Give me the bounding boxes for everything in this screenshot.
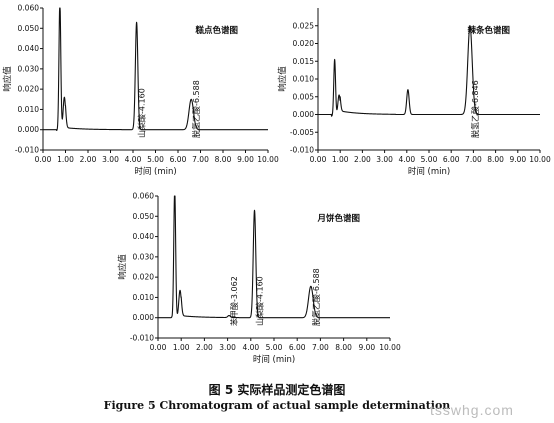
y-tick-label: -0.010 bbox=[130, 334, 154, 343]
x-tick-label: 1.00 bbox=[57, 155, 74, 164]
y-tick-label: 0.060 bbox=[133, 192, 155, 201]
chromatogram-trace bbox=[157, 195, 391, 319]
x-tick-label: 2.00 bbox=[80, 155, 97, 164]
x-tick-label: 7.00 bbox=[465, 155, 482, 164]
x-tick-label: 10.00 bbox=[529, 155, 551, 164]
peak-annotation: 山梨酸-4.160 bbox=[255, 276, 265, 326]
x-tick-label: 3.00 bbox=[219, 343, 236, 352]
chart-panel-3: 0.00 1.00 2.00 3.00 4.00 5.00 6.00 7.00 8.00 9.00… bbox=[117, 192, 401, 366]
y-tick-label: 0.030 bbox=[18, 64, 40, 73]
x-tick-label: 9.00 bbox=[509, 155, 526, 164]
y-axis-label: 响应值 bbox=[117, 254, 128, 280]
x-tick-label: 5.00 bbox=[421, 155, 438, 164]
x-tick-label: 8.00 bbox=[487, 155, 504, 164]
chromatogram-trace bbox=[42, 7, 269, 132]
chart-title: 糕点色谱图 bbox=[194, 25, 238, 36]
x-tick-label: 0.00 bbox=[35, 155, 52, 164]
y-tick-label: 0.060 bbox=[18, 4, 40, 13]
y-tick-label: 0.015 bbox=[293, 57, 315, 66]
peak-annotation: 脱氢乙酸-6.588 bbox=[311, 268, 321, 326]
peak-annotation: 脱氢乙酸-6.846 bbox=[470, 80, 480, 138]
figure-caption-chinese: 图 5 实际样品测定色谱图 bbox=[208, 383, 346, 397]
y-tick-label: 0.020 bbox=[133, 273, 155, 282]
x-tick-label: 6.00 bbox=[443, 155, 460, 164]
x-tick-label: 9.00 bbox=[358, 343, 375, 352]
x-tick-label: 2.00 bbox=[354, 155, 371, 164]
peak-annotation: 苯甲酸-3.062 bbox=[229, 276, 239, 326]
x-tick-label: 7.00 bbox=[192, 155, 209, 164]
x-tick-label: 9.00 bbox=[237, 155, 254, 164]
chart-panel-1: 0.00 1.00 2.00 3.00 4.00 5.00 6.00 7.00 8.00 9.00… bbox=[2, 4, 279, 178]
y-tick-label: 0.000 bbox=[18, 125, 40, 134]
x-tick-label: 10.00 bbox=[257, 155, 279, 164]
x-tick-label: 4.00 bbox=[242, 343, 259, 352]
x-tick-label: 6.00 bbox=[289, 343, 306, 352]
chart-title: 月饼色谱图 bbox=[316, 213, 360, 224]
x-tick-label: 8.00 bbox=[335, 343, 352, 352]
y-tick-label: 0.040 bbox=[133, 232, 155, 241]
chart-title: 辣条色谱图 bbox=[467, 25, 510, 36]
chromatogram-figure: 0.00 1.00 2.00 3.00 4.00 5.00 6.00 7.00 8.00 9.00… bbox=[2, 4, 551, 366]
watermark-text: tsswhg.com bbox=[430, 402, 514, 418]
peak-annotation: 脱氢乙酸-6.588 bbox=[191, 80, 201, 138]
y-tick-label: -0.010 bbox=[15, 146, 39, 155]
y-tick-label: 0.010 bbox=[133, 293, 155, 302]
x-tick-label: 5.00 bbox=[266, 343, 283, 352]
x-axis-label: 时间 (min) bbox=[408, 166, 450, 177]
x-tick-label: 2.00 bbox=[196, 343, 213, 352]
y-tick-label: 0.000 bbox=[133, 313, 155, 322]
x-tick-label: 0.00 bbox=[150, 343, 167, 352]
x-tick-label: 4.00 bbox=[125, 155, 142, 164]
x-tick-label: 3.00 bbox=[102, 155, 119, 164]
chromatogram-trace bbox=[317, 25, 541, 117]
y-tick-label: 0.020 bbox=[293, 39, 315, 48]
peak-annotation: 山梨酸-4.160 bbox=[137, 88, 147, 138]
x-tick-label: 0.00 bbox=[310, 155, 327, 164]
figure-caption-english: Figure 5 Chromatogram of actual sample d… bbox=[103, 399, 451, 412]
x-tick-label: 7.00 bbox=[312, 343, 329, 352]
y-axis-label: 响应值 bbox=[277, 66, 288, 92]
x-tick-label: 1.00 bbox=[173, 343, 190, 352]
x-tick-label: 1.00 bbox=[332, 155, 349, 164]
x-axis-label: 时间 (min) bbox=[253, 354, 295, 365]
x-tick-label: 10.00 bbox=[379, 343, 401, 352]
x-tick-label: 6.00 bbox=[170, 155, 187, 164]
y-tick-label: 0.000 bbox=[293, 110, 315, 119]
y-tick-label: 0.050 bbox=[18, 24, 40, 33]
x-tick-label: 8.00 bbox=[215, 155, 232, 164]
y-tick-label: 0.040 bbox=[18, 44, 40, 53]
y-axis-label: 响应值 bbox=[2, 66, 13, 92]
x-tick-label: 3.00 bbox=[376, 155, 393, 164]
y-tick-label: -0.010 bbox=[290, 146, 314, 155]
x-tick-label: 4.00 bbox=[398, 155, 415, 164]
y-tick-label: 0.010 bbox=[18, 105, 40, 114]
y-tick-label: 0.020 bbox=[18, 85, 40, 94]
y-tick-label: 0.010 bbox=[293, 75, 315, 84]
y-tick-label: 0.005 bbox=[293, 92, 315, 101]
y-tick-label: 0.050 bbox=[133, 212, 155, 221]
chart-panel-2: 0.00 1.00 2.00 3.00 4.00 5.00 6.00 7.00 8.00 9.00… bbox=[277, 8, 551, 177]
y-tick-label: -0.005 bbox=[290, 128, 314, 137]
x-tick-label: 5.00 bbox=[147, 155, 164, 164]
x-axis-label: 时间 (min) bbox=[134, 166, 176, 177]
y-tick-label: 0.030 bbox=[133, 252, 155, 261]
y-tick-label: 0.025 bbox=[293, 21, 315, 30]
